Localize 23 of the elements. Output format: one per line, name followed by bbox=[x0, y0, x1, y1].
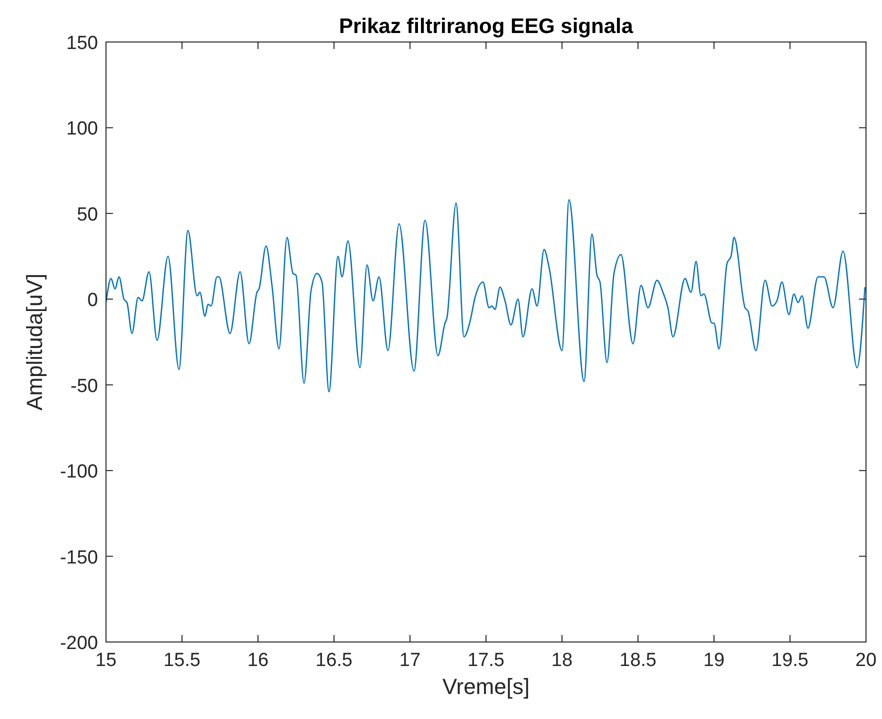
y-tick-label: 0 bbox=[87, 290, 98, 312]
x-tick-label: 19.5 bbox=[772, 650, 808, 671]
chart-title: Prikaz filtriranog EEG signala bbox=[338, 15, 634, 38]
x-tick-label: 16 bbox=[247, 650, 269, 671]
x-tick-label: 18 bbox=[551, 650, 573, 671]
x-tick-label: 17 bbox=[399, 650, 421, 671]
y-tick-label: -200 bbox=[60, 633, 98, 654]
y-tick-label: 100 bbox=[66, 118, 98, 140]
y-tick-label: -100 bbox=[60, 462, 98, 483]
x-tick-label: 16.5 bbox=[316, 650, 352, 671]
y-tick-label: 150 bbox=[66, 33, 98, 54]
y-tick-label: -50 bbox=[70, 376, 98, 397]
x-tick-label: 19 bbox=[703, 650, 725, 671]
x-axis-title: Vreme[s] bbox=[442, 674, 530, 699]
x-tick-label: 20 bbox=[855, 650, 877, 671]
x-tick-label: 15 bbox=[95, 650, 117, 671]
x-tick-label: 17.5 bbox=[468, 650, 504, 671]
x-tick-label: 15.5 bbox=[164, 650, 200, 671]
y-tick-label: 50 bbox=[76, 204, 98, 226]
line-series bbox=[106, 199, 866, 392]
x-tick-label: 18.5 bbox=[620, 650, 656, 671]
y-tick-label: -150 bbox=[60, 547, 98, 568]
y-axis-title: Amplituda[uV] bbox=[22, 274, 47, 410]
